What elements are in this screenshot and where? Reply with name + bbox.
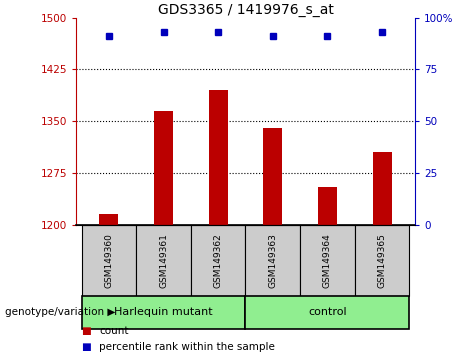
FancyBboxPatch shape bbox=[245, 296, 409, 329]
FancyBboxPatch shape bbox=[245, 225, 300, 296]
FancyBboxPatch shape bbox=[82, 225, 136, 296]
Text: GSM149360: GSM149360 bbox=[104, 233, 113, 288]
Bar bbox=[99, 215, 118, 225]
Text: count: count bbox=[99, 326, 129, 336]
Bar bbox=[208, 90, 228, 225]
Text: GSM149364: GSM149364 bbox=[323, 233, 332, 287]
FancyBboxPatch shape bbox=[355, 225, 409, 296]
Text: Harlequin mutant: Harlequin mutant bbox=[114, 307, 213, 318]
Bar bbox=[372, 152, 392, 225]
Title: GDS3365 / 1419976_s_at: GDS3365 / 1419976_s_at bbox=[158, 3, 333, 17]
Text: percentile rank within the sample: percentile rank within the sample bbox=[99, 342, 275, 352]
Bar bbox=[263, 128, 283, 225]
Text: GSM149363: GSM149363 bbox=[268, 233, 278, 288]
Text: ■: ■ bbox=[81, 342, 90, 352]
Text: GSM149361: GSM149361 bbox=[159, 233, 168, 288]
FancyBboxPatch shape bbox=[82, 296, 245, 329]
Text: GSM149362: GSM149362 bbox=[213, 233, 223, 287]
FancyBboxPatch shape bbox=[300, 225, 355, 296]
Text: control: control bbox=[308, 307, 347, 318]
Bar bbox=[318, 187, 337, 225]
Bar bbox=[154, 111, 173, 225]
FancyBboxPatch shape bbox=[191, 225, 245, 296]
FancyBboxPatch shape bbox=[136, 225, 191, 296]
Text: GSM149365: GSM149365 bbox=[378, 233, 387, 288]
Text: ■: ■ bbox=[81, 326, 90, 336]
Text: genotype/variation ▶: genotype/variation ▶ bbox=[5, 307, 115, 318]
